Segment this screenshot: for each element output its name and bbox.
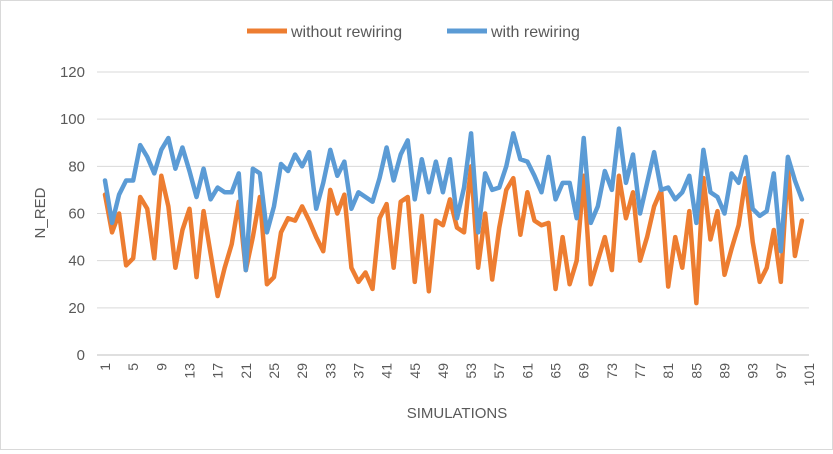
x-tick-label: 53 <box>463 363 479 379</box>
y-tick-label: 40 <box>68 253 85 270</box>
legend: without rewiring with rewiring <box>247 24 580 41</box>
x-tick-label: 93 <box>745 363 761 379</box>
x-tick-label: 29 <box>294 363 310 379</box>
x-tick-label: 21 <box>238 363 254 379</box>
y-tick-label: 60 <box>68 206 85 223</box>
y-tick-label: 120 <box>60 64 85 81</box>
x-tick-label: 101 <box>801 363 817 387</box>
x-tick-label: 37 <box>350 363 366 379</box>
x-tick-label: 65 <box>548 363 564 379</box>
x-axis: 1 5 9 13 17 21 25 29 33 37 41 45 49 53 57 61 65 69 73 77 81 8… <box>97 363 817 387</box>
x-tick-label: 89 <box>717 363 733 379</box>
legend-label: without rewiring <box>290 24 402 41</box>
y-tick-label: 80 <box>68 158 85 175</box>
x-tick-label: 9 <box>153 363 169 371</box>
x-tick-label: 57 <box>491 363 507 379</box>
x-tick-label: 1 <box>97 363 113 371</box>
x-tick-label: 13 <box>181 363 197 379</box>
x-tick-label: 61 <box>519 363 535 379</box>
x-tick-label: 25 <box>266 363 282 379</box>
x-tick-label: 97 <box>773 363 789 379</box>
y-axis-ticks: 0 20 40 60 80 100 120 <box>60 64 85 364</box>
x-tick-label: 45 <box>407 363 423 379</box>
y-axis-title: N_RED <box>32 187 49 238</box>
x-tick-label: 41 <box>379 363 395 379</box>
x-tick-label: 77 <box>632 363 648 379</box>
y-tick-label: 0 <box>77 347 85 364</box>
x-tick-label: 17 <box>210 363 226 379</box>
x-tick-label: 69 <box>576 363 592 379</box>
y-tick-label: 100 <box>60 111 85 128</box>
x-tick-label: 33 <box>322 363 338 379</box>
x-tick-label: 81 <box>660 363 676 379</box>
y-tick-label: 20 <box>68 300 85 317</box>
x-tick-label: 49 <box>435 363 451 379</box>
series-lines <box>105 129 802 304</box>
x-tick-label: 85 <box>688 363 704 379</box>
x-tick-label: 5 <box>125 363 141 371</box>
x-axis-title: SIMULATIONS <box>407 405 508 422</box>
x-tick-label: 73 <box>604 363 620 379</box>
legend-label: with rewiring <box>490 24 580 41</box>
